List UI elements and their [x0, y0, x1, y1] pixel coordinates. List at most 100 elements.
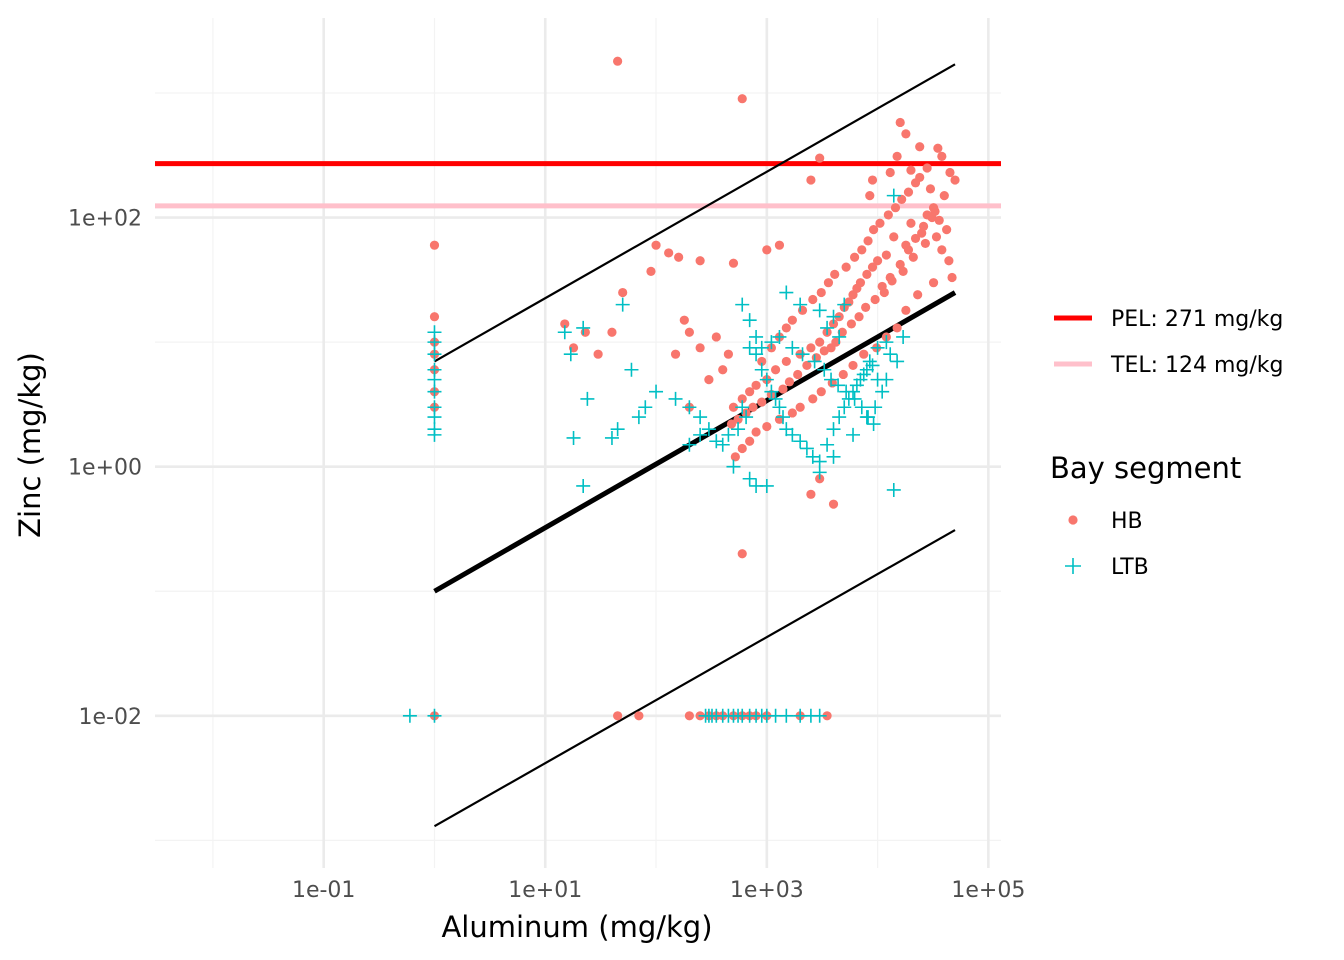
point-hb [816, 287, 826, 298]
point-hb [684, 711, 694, 721]
point-hb [737, 549, 747, 559]
point-ltb [749, 347, 764, 362]
point-hb [762, 421, 772, 432]
point-hb [806, 175, 816, 185]
point-ltb [817, 362, 832, 377]
point-hb [841, 262, 851, 272]
point-hb [944, 256, 954, 266]
point-hb [854, 312, 864, 322]
point-ltb [427, 427, 442, 442]
legend-title: Bay segment [1050, 451, 1241, 485]
y-axis-title: Zinc (mg/kg) [13, 352, 47, 538]
x-tick-label: 1e-01 [292, 878, 355, 903]
point-ltb [721, 427, 736, 442]
point-ltb [638, 400, 653, 415]
point-ltb [693, 410, 708, 425]
point-ltb [837, 400, 852, 415]
point-hb [718, 365, 728, 375]
point-hb [730, 452, 740, 462]
point-hb [828, 499, 839, 509]
point-ltb [785, 427, 800, 442]
point-hb [737, 94, 747, 104]
y-axis-ticks: 1e-02 1e+00 1e+02 [68, 207, 142, 730]
point-ltb [846, 427, 861, 442]
point-ltb [795, 347, 810, 362]
x-axis-ticks: 1e-01 1e+01 1e+03 1e+05 [292, 878, 1025, 903]
point-hb [751, 427, 761, 437]
point-ltb [824, 372, 839, 387]
point-hb [846, 319, 856, 329]
point-hb [695, 256, 705, 266]
series-ltb [402, 188, 911, 723]
point-hb [762, 245, 772, 255]
point-hb [613, 56, 623, 66]
point-ltb [557, 325, 572, 340]
point-hb [795, 402, 805, 412]
point-hb [815, 153, 825, 163]
point-ltb [631, 410, 646, 425]
point-ltb [861, 410, 876, 425]
point-hb [737, 443, 747, 454]
point-ltb [779, 708, 794, 723]
point-hb [915, 172, 925, 183]
y-tick-label: 1e+02 [68, 207, 142, 232]
point-hb [915, 142, 925, 152]
point-hb [892, 151, 902, 161]
point-hb [922, 163, 932, 173]
point-ltb [754, 340, 769, 355]
point-hb [883, 210, 893, 220]
point-ltb [682, 437, 697, 452]
point-ltb [826, 309, 841, 324]
point-hb [913, 290, 923, 300]
point-hb [664, 248, 674, 258]
point-hb [867, 175, 878, 185]
point-hb [861, 302, 871, 312]
point-ltb [772, 329, 787, 344]
regression-line-lower [433, 529, 956, 828]
point-hb [728, 258, 739, 268]
point-ltb [849, 378, 864, 393]
point-ltb [735, 400, 750, 415]
point-hb [808, 294, 818, 305]
point-hb [942, 225, 952, 235]
point-ltb [701, 422, 716, 437]
point-hb [906, 218, 916, 228]
point-hb [748, 402, 758, 412]
point-ltb [682, 400, 697, 415]
point-ltb [847, 391, 862, 406]
point-ltb [731, 422, 746, 437]
point-ltb [427, 372, 442, 387]
point-hb [848, 360, 858, 371]
point-hb [925, 184, 936, 194]
point-hb [863, 236, 873, 246]
data-points [402, 56, 960, 723]
point-ltb [837, 297, 852, 312]
point-ltb [615, 297, 630, 312]
point-hb [618, 287, 628, 298]
point-ltb [870, 340, 885, 355]
point-ltb [649, 384, 664, 399]
point-hb [787, 315, 797, 325]
point-ltb [580, 391, 595, 406]
point-ltb [668, 391, 683, 406]
point-hb [859, 349, 869, 359]
point-hb [695, 343, 705, 353]
point-ltb [879, 372, 894, 387]
point-hb [770, 365, 781, 375]
point-hb [903, 245, 914, 255]
point-hb [862, 269, 872, 279]
point-ltb [624, 362, 639, 377]
point-ltb [772, 400, 787, 415]
point-ltb [866, 417, 881, 432]
point-hb [848, 290, 858, 300]
point-hb [933, 143, 943, 153]
point-hb [651, 240, 661, 250]
point-hb [757, 356, 767, 367]
point-ltb [742, 471, 757, 486]
point-hb [901, 129, 911, 139]
point-ltb [749, 329, 764, 344]
point-hb [784, 377, 795, 387]
point-hb [881, 250, 891, 260]
point-hb [849, 252, 860, 262]
point-ltb [604, 430, 619, 445]
